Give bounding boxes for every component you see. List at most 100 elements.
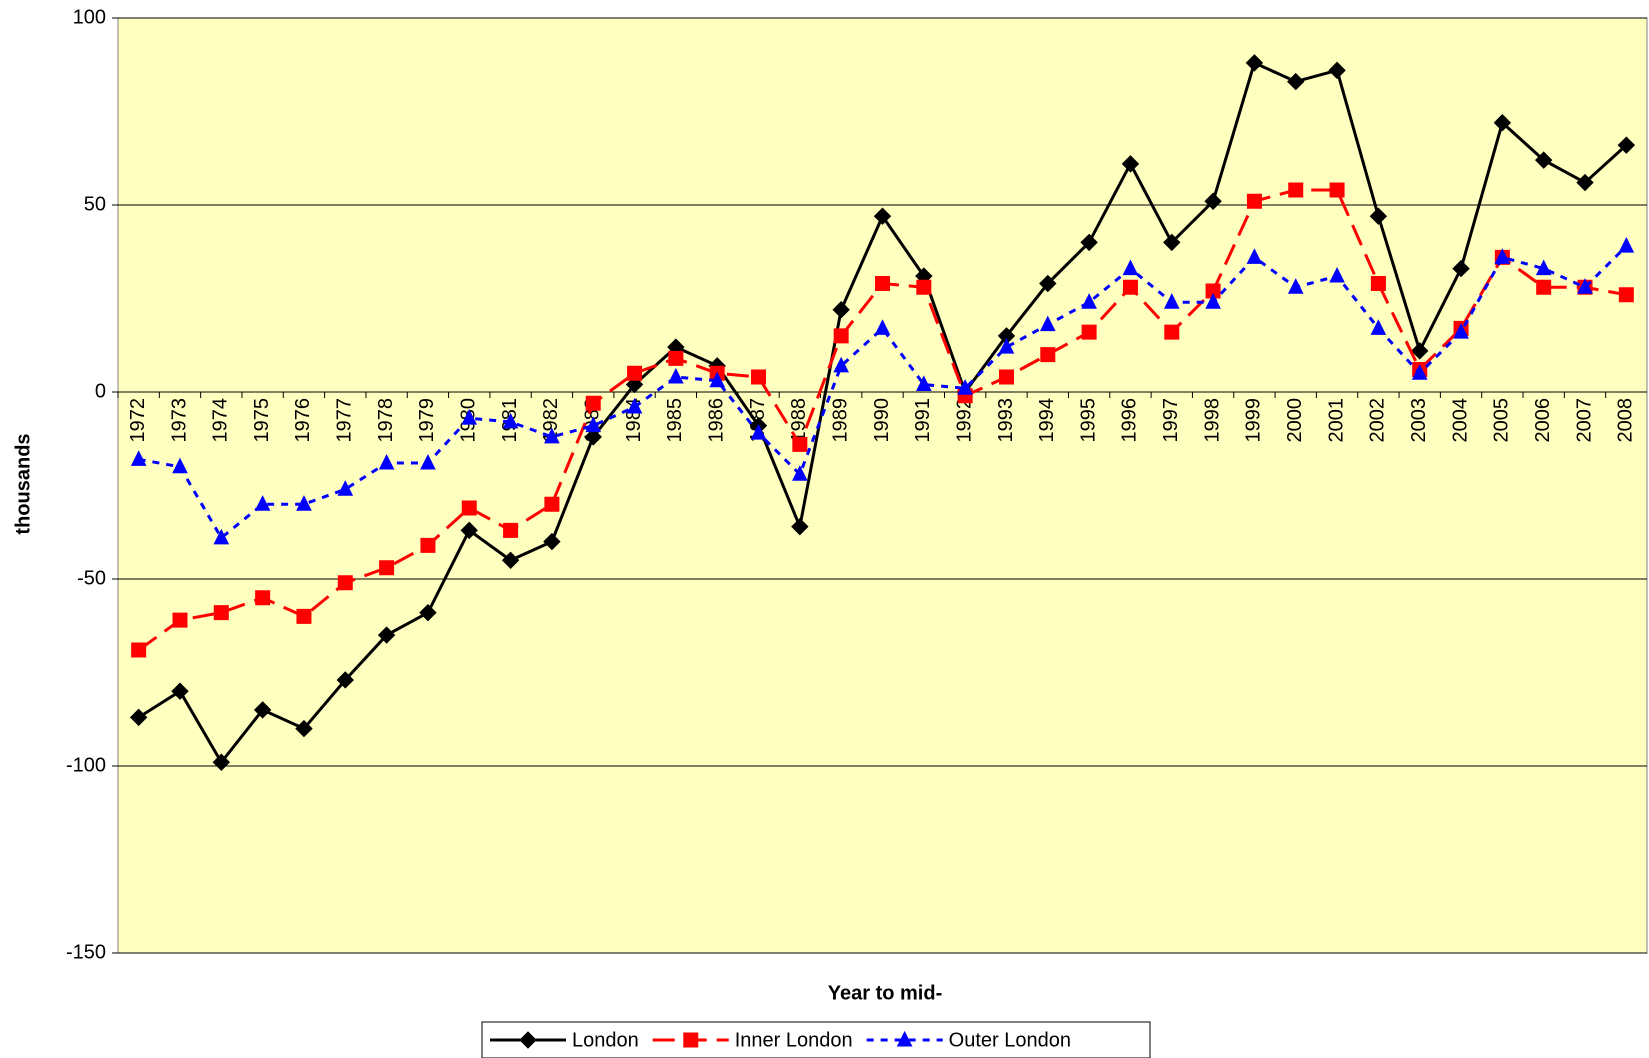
x-tick-label: 1986	[705, 398, 727, 443]
marker	[1039, 315, 1056, 332]
marker	[998, 338, 1015, 354]
marker	[543, 532, 561, 551]
y-tick-label: 50	[84, 193, 106, 215]
marker	[873, 207, 892, 225]
marker	[337, 575, 353, 591]
marker	[1204, 192, 1222, 210]
y-tick-label: 0	[95, 380, 106, 402]
marker	[1329, 266, 1345, 283]
marker	[1122, 259, 1139, 276]
marker	[253, 701, 272, 719]
marker	[1536, 279, 1552, 295]
marker	[1577, 278, 1593, 294]
marker	[337, 480, 354, 496]
marker	[377, 626, 396, 644]
marker	[585, 395, 601, 411]
x-tick-label: 1995	[1077, 398, 1099, 443]
marker	[212, 753, 231, 771]
legend-label: Inner London	[735, 1029, 853, 1051]
marker	[1328, 61, 1346, 80]
marker	[584, 428, 602, 446]
x-tick-label: 1976	[292, 398, 314, 443]
x-tick-label: 1994	[1036, 398, 1058, 443]
marker	[1618, 287, 1634, 303]
x-tick-label: 1979	[416, 398, 438, 443]
marker	[683, 1032, 699, 1048]
x-tick-label: 1972	[127, 398, 149, 443]
marker	[1534, 151, 1553, 169]
marker	[1618, 237, 1635, 253]
marker	[709, 371, 726, 388]
x-tick-label: 1974	[210, 398, 232, 443]
marker	[998, 369, 1014, 385]
marker	[1288, 182, 1304, 198]
y-axis-title: thousands	[12, 433, 34, 534]
marker	[627, 365, 643, 381]
x-tick-label: 1990	[871, 398, 893, 443]
marker	[296, 495, 312, 511]
x-tick-label: 1975	[251, 398, 273, 443]
x-tick-label: 1988	[788, 398, 810, 443]
x-tick-label: 2005	[1491, 398, 1513, 443]
marker	[296, 608, 312, 624]
x-tick-label: 1989	[829, 398, 851, 443]
marker	[896, 1030, 913, 1047]
x-tick-label: 2008	[1615, 398, 1637, 443]
x-axis-title: Year to mid-	[828, 982, 942, 1004]
x-tick-label: 2002	[1367, 398, 1389, 443]
marker	[131, 642, 147, 658]
marker	[1081, 324, 1097, 340]
marker	[1329, 182, 1345, 198]
y-tick-label: 100	[73, 6, 106, 28]
marker	[1576, 173, 1594, 192]
marker	[585, 416, 602, 433]
marker	[1535, 259, 1552, 276]
marker	[1452, 259, 1470, 278]
x-tick-label: 2001	[1325, 398, 1347, 443]
legend-box	[481, 1021, 1151, 1058]
marker	[419, 603, 437, 622]
marker	[1369, 207, 1388, 225]
marker	[420, 537, 436, 553]
marker	[1081, 293, 1097, 309]
marker	[1411, 342, 1429, 360]
marker	[171, 682, 189, 700]
marker	[1122, 279, 1138, 295]
marker	[832, 301, 850, 319]
marker	[1246, 193, 1262, 209]
marker	[833, 328, 849, 344]
marker	[295, 719, 313, 738]
marker	[1246, 248, 1263, 264]
x-tick-label: 1985	[664, 398, 686, 443]
marker	[1370, 319, 1387, 335]
x-tick-label: 1999	[1243, 398, 1265, 443]
marker	[336, 671, 354, 689]
marker	[957, 379, 973, 395]
marker	[1453, 323, 1469, 339]
marker	[1163, 293, 1180, 309]
marker	[461, 409, 478, 425]
x-tick-label: 2004	[1449, 398, 1471, 443]
marker	[668, 350, 684, 366]
marker	[213, 528, 230, 545]
x-tick-label: 1991	[912, 398, 934, 443]
marker	[1245, 54, 1264, 72]
marker	[254, 495, 271, 511]
marker	[1039, 274, 1057, 293]
marker	[1411, 364, 1428, 380]
x-tick-label: 1973	[168, 398, 190, 443]
marker	[874, 319, 891, 335]
marker	[172, 457, 188, 474]
marker	[792, 465, 808, 481]
marker	[875, 276, 890, 292]
marker	[1205, 293, 1221, 309]
marker	[503, 522, 519, 538]
marker	[751, 369, 767, 385]
marker	[1617, 136, 1636, 154]
marker	[1121, 155, 1140, 173]
legend-label: Outer London	[949, 1029, 1071, 1051]
y-tick-label: -50	[77, 567, 106, 589]
x-tick-label: 1992	[953, 398, 975, 443]
marker	[502, 412, 519, 429]
